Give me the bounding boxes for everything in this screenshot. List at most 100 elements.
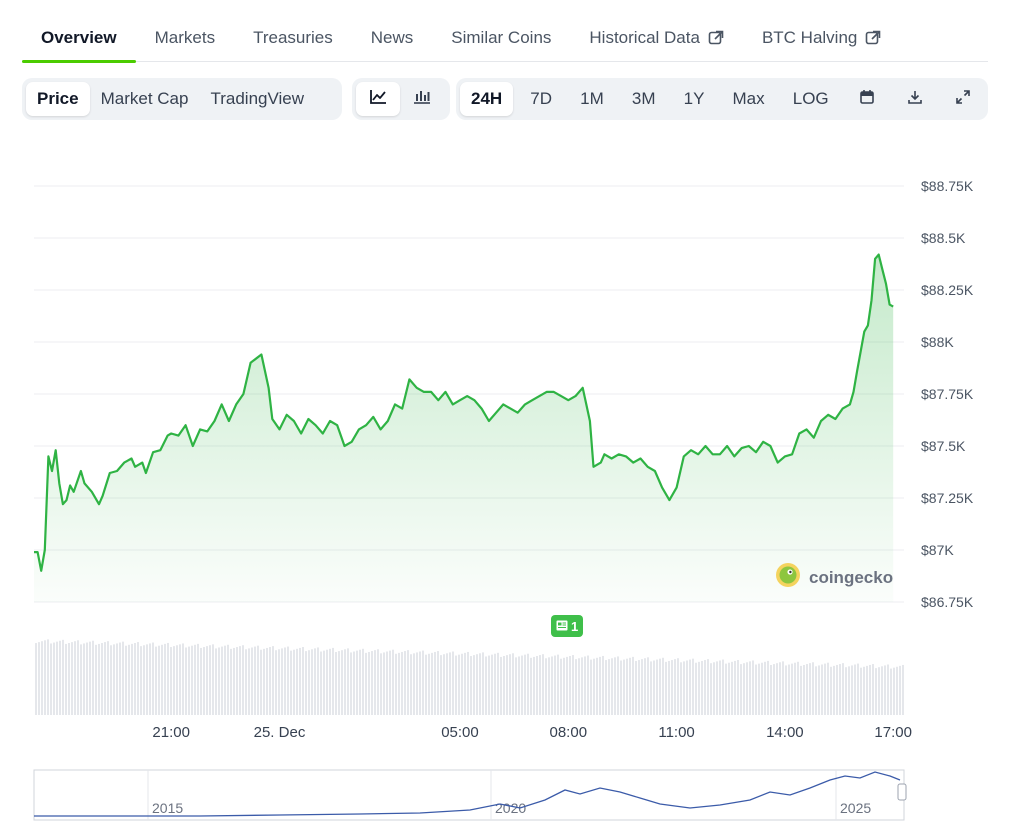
- tradingview-view-button[interactable]: TradingView: [210, 89, 305, 108]
- volume-bar: [224, 645, 226, 715]
- tab-label: News: [370, 28, 414, 47]
- x-tick-label: 14:00: [766, 724, 804, 741]
- volume-bar: [734, 660, 736, 715]
- volume-bar: [233, 647, 235, 715]
- volume-bar: [404, 651, 406, 715]
- volume-bar: [674, 659, 676, 715]
- x-tick-label: 11:00: [658, 724, 694, 741]
- market-cap-view-button[interactable]: Market Cap: [100, 89, 189, 108]
- line-chart-button[interactable]: [356, 82, 400, 116]
- volume-bar: [386, 651, 388, 715]
- volume-bar: [41, 641, 43, 715]
- volume-bar: [518, 656, 520, 715]
- volume-bar: [725, 663, 727, 715]
- volume-bar: [77, 640, 79, 715]
- volume-bar: [749, 661, 751, 715]
- volume-bar: [644, 658, 646, 715]
- volume-bar: [131, 643, 133, 715]
- volume-bar: [521, 655, 523, 715]
- download-button[interactable]: [894, 82, 936, 116]
- volume-bar: [707, 659, 709, 715]
- tab-overview[interactable]: Overview: [22, 14, 136, 63]
- volume-bar: [821, 664, 823, 715]
- volume-bar: [722, 659, 724, 715]
- tab-btc-halving[interactable]: BTC Halving: [743, 14, 900, 62]
- volume-bar: [854, 664, 856, 715]
- volume-bar: [371, 651, 373, 715]
- range-1m-button[interactable]: 1M: [580, 89, 604, 108]
- volume-bar: [755, 664, 757, 715]
- tab-markets[interactable]: Markets: [136, 14, 234, 62]
- fullscreen-button[interactable]: [942, 82, 984, 116]
- volume-bar: [563, 657, 565, 715]
- volume-bar: [344, 649, 346, 715]
- volume-bar: [65, 643, 67, 715]
- price-view-button[interactable]: Price: [26, 82, 90, 116]
- volume-bar: [857, 663, 859, 715]
- calendar-icon: [859, 89, 875, 110]
- volume-bar: [143, 645, 145, 715]
- volume-bar: [596, 657, 598, 715]
- volume-bar: [740, 664, 742, 715]
- volume-bar: [125, 645, 127, 715]
- x-tick-label: 25. Dec: [254, 724, 306, 741]
- volume-bar: [455, 655, 457, 715]
- volume-bar: [119, 642, 121, 715]
- range-max-button[interactable]: Max: [732, 89, 765, 108]
- volume-bar: [176, 645, 178, 715]
- tab-similar-coins[interactable]: Similar Coins: [432, 14, 570, 62]
- tab-historical-data[interactable]: Historical Data: [570, 14, 743, 62]
- volume-bar: [245, 649, 247, 715]
- volume-bar: [95, 644, 97, 715]
- volume-bar: [377, 649, 379, 715]
- news-event-marker[interactable]: 1: [551, 615, 584, 637]
- price-line: [34, 253, 894, 572]
- candlestick-chart-button[interactable]: [400, 82, 444, 116]
- tab-label: Markets: [154, 28, 216, 47]
- volume-bar: [53, 642, 55, 715]
- volume-bar: [71, 642, 73, 715]
- volume-bar: [653, 660, 655, 715]
- volume-bar: [263, 648, 265, 715]
- volume-bar: [662, 657, 664, 715]
- volume-bar: [683, 661, 685, 715]
- tab-treasuries[interactable]: Treasuries: [234, 14, 352, 62]
- x-axis-labels: 21:00 25. Dec 05:00 08:00 11:00 14:00 17:00: [152, 724, 912, 741]
- volume-bar: [584, 656, 586, 715]
- tab-news[interactable]: News: [352, 14, 433, 62]
- volume-bar: [302, 647, 304, 715]
- range-1y-button[interactable]: 1Y: [683, 89, 705, 108]
- volume-bar: [863, 666, 865, 715]
- volume-bar: [464, 652, 466, 715]
- price-chart[interactable]: $88.75K $88.5K $88.25K $88K $87.75K $87.5K $87…: [0, 140, 1024, 838]
- volume-bar: [266, 647, 268, 715]
- volume-bar: [752, 660, 754, 715]
- range-7d-button[interactable]: 7D: [530, 89, 553, 108]
- y-tick-label: $87K: [921, 542, 954, 558]
- volume-bar: [155, 646, 157, 715]
- volume-bar: [38, 642, 40, 715]
- range-3m-button[interactable]: 3M: [631, 89, 656, 108]
- volume-bar: [296, 648, 298, 715]
- volume-bar: [452, 651, 454, 715]
- volume-bar: [275, 650, 277, 715]
- volume-bar: [329, 648, 331, 715]
- volume-bar: [701, 660, 703, 715]
- volume-bar: [284, 647, 286, 715]
- volume-bar: [122, 641, 124, 715]
- volume-bar: [719, 660, 721, 715]
- volume-bar: [401, 651, 403, 715]
- navigator-handle[interactable]: [897, 783, 907, 801]
- x-tick-label: 17:00: [874, 724, 912, 741]
- volume-bar: [188, 646, 190, 715]
- y-tick-label: $87.75K: [921, 386, 974, 402]
- volume-bar: [242, 645, 244, 715]
- volume-bar: [602, 655, 604, 715]
- tab-label: Similar Coins: [451, 28, 552, 47]
- calendar-button[interactable]: [846, 82, 888, 116]
- log-scale-button[interactable]: LOG: [792, 89, 829, 108]
- volume-bar: [671, 660, 673, 715]
- range-24h-button[interactable]: 24H: [460, 82, 514, 116]
- volume-bar: [368, 651, 370, 715]
- navigator[interactable]: 2015 2020 2025: [33, 769, 907, 821]
